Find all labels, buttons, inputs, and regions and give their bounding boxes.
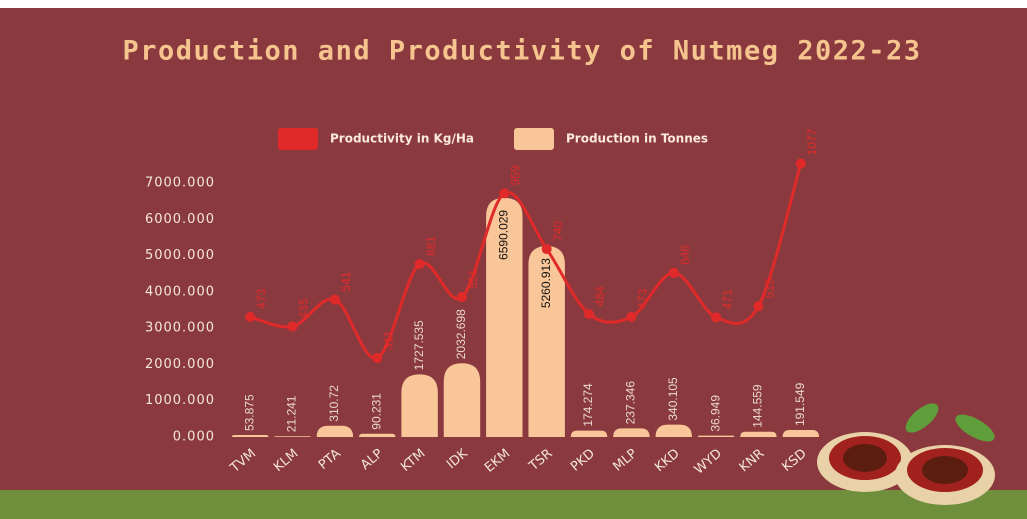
legend-label: Production in Tonnes xyxy=(566,132,708,146)
y-tick-label: 6000.000 xyxy=(145,212,215,227)
bar xyxy=(486,197,523,437)
legend: Productivity in Kg/Ha Production in Tonne… xyxy=(278,128,708,150)
line-value-label: 541 xyxy=(339,271,353,291)
legend-swatch xyxy=(513,128,554,150)
bar-value-label: 53.875 xyxy=(242,394,256,431)
chart-title: Production and Productivity of Nutmeg 20… xyxy=(123,36,922,67)
bar xyxy=(570,430,608,437)
y-tick-label: 3000.000 xyxy=(145,321,215,336)
line-value-label: 551 xyxy=(466,269,480,289)
y-tick-label: 2000.000 xyxy=(145,357,215,372)
bar-value-label: 36.949 xyxy=(708,395,722,432)
bar xyxy=(613,428,650,437)
bar-value-label: 144.559 xyxy=(751,384,765,428)
bar-value-label: 1727.535 xyxy=(412,320,426,370)
bar-value-label: 2032.698 xyxy=(454,309,468,359)
bar xyxy=(359,433,396,437)
line-point xyxy=(668,267,679,278)
legend-swatch xyxy=(278,128,318,150)
bar xyxy=(401,374,438,437)
bar xyxy=(274,436,311,437)
bar-value-label: 310.72 xyxy=(327,385,341,422)
line-point xyxy=(626,311,637,322)
line-value-label: 681 xyxy=(424,236,438,256)
line-point xyxy=(795,158,806,169)
line-value-label: 740 xyxy=(551,221,565,241)
line-point xyxy=(499,188,510,199)
nutmeg-illustration xyxy=(817,403,995,505)
y-tick-label: 5000.000 xyxy=(145,248,215,263)
bar-value-label: 5260.913 xyxy=(539,258,553,308)
ground-strip xyxy=(0,490,1027,519)
line-point xyxy=(456,292,467,303)
line-value-label: 959 xyxy=(508,165,522,185)
y-tick-label: 0.000 xyxy=(173,430,215,445)
line-point xyxy=(372,353,383,364)
bar-value-label: 191.549 xyxy=(793,382,807,426)
line-point xyxy=(414,259,425,270)
bar-value-label: 6590.029 xyxy=(496,210,510,260)
bar-value-label: 340.105 xyxy=(666,377,680,421)
y-tick-label: 4000.000 xyxy=(145,284,215,299)
line-point xyxy=(287,321,298,332)
line-value-label: 471 xyxy=(720,289,734,309)
bar-value-label: 237.346 xyxy=(624,381,638,425)
bar xyxy=(528,246,565,437)
bar xyxy=(782,430,820,437)
line-point xyxy=(711,312,722,323)
line-value-label: 646 xyxy=(678,245,692,265)
bar xyxy=(697,435,735,437)
line-value-label: 311 xyxy=(381,331,395,350)
line-point xyxy=(245,311,256,322)
line-point xyxy=(329,294,340,305)
line-point xyxy=(584,309,595,320)
y-tick-label: 1000.000 xyxy=(145,393,215,408)
line-value-label: 473 xyxy=(254,289,268,309)
bar xyxy=(443,363,481,437)
bar xyxy=(655,424,692,437)
bar xyxy=(316,425,354,437)
y-tick-label: 7000.000 xyxy=(145,176,215,191)
bar xyxy=(740,431,777,437)
bar-value-label: 90.231 xyxy=(369,393,383,430)
line-value-label: 435 xyxy=(297,298,311,318)
line-point xyxy=(753,301,764,312)
bar-value-label: 21.241 xyxy=(285,395,299,432)
line-value-label: 515 xyxy=(763,278,777,298)
line-value-label: 473 xyxy=(636,289,650,309)
bar-value-label: 174.274 xyxy=(581,383,595,427)
bar xyxy=(231,435,269,437)
line-value-label: 1077 xyxy=(805,128,819,155)
line-value-label: 484 xyxy=(593,286,607,306)
line-point xyxy=(541,244,552,255)
legend-label: Productivity in Kg/Ha xyxy=(330,132,474,146)
